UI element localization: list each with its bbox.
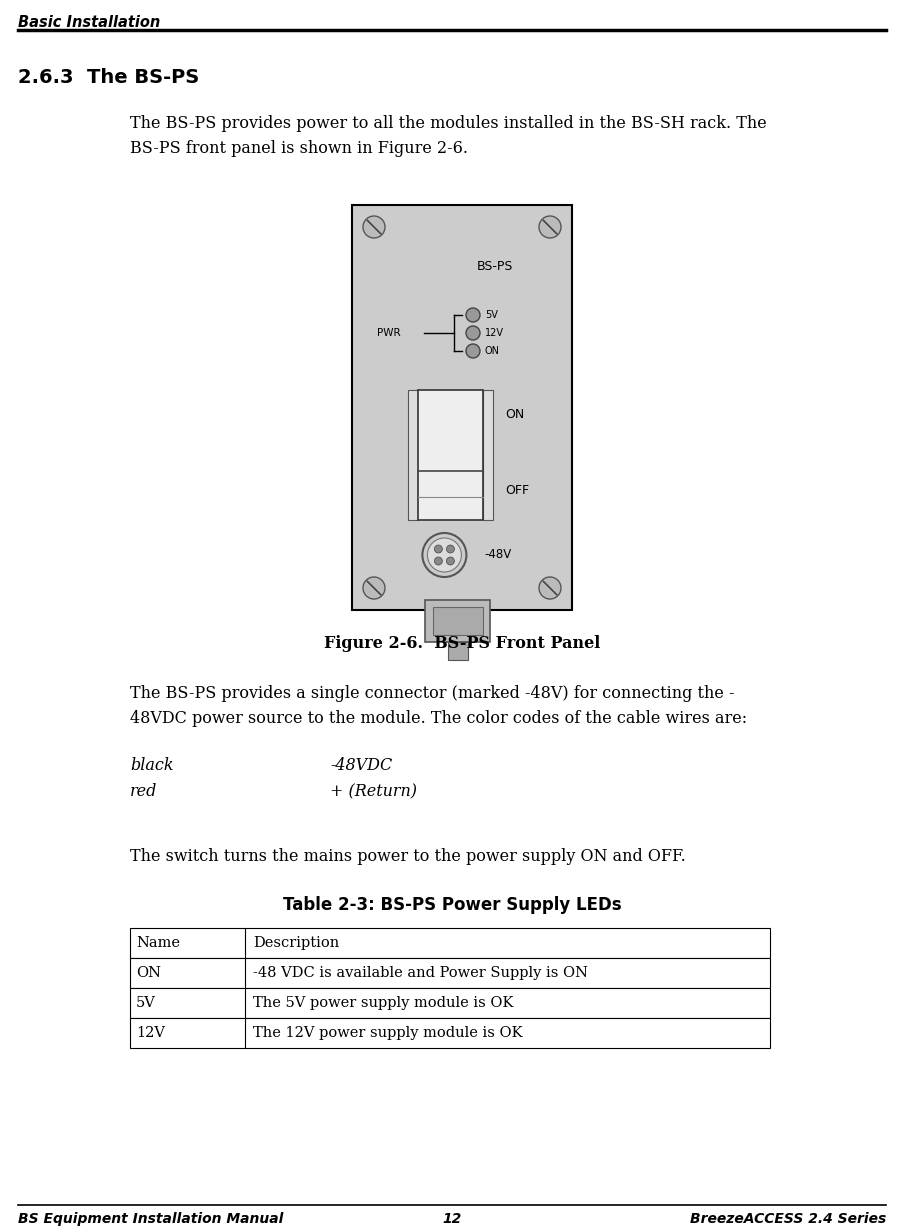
Text: The 12V power supply module is OK: The 12V power supply module is OK — [253, 1026, 522, 1040]
Text: The switch turns the mains power to the power supply ON and OFF.: The switch turns the mains power to the … — [130, 848, 685, 865]
Circle shape — [538, 216, 561, 238]
Bar — [130, 928, 769, 958]
Bar — [424, 600, 489, 642]
Text: ON: ON — [505, 409, 524, 421]
Bar — [351, 205, 572, 610]
Text: BS-PS: BS-PS — [476, 260, 513, 274]
Circle shape — [446, 557, 454, 565]
Text: 2.6.3  The BS-PS: 2.6.3 The BS-PS — [18, 68, 199, 87]
Text: 5V: 5V — [485, 310, 498, 320]
Bar — [433, 607, 482, 634]
Circle shape — [446, 545, 454, 553]
Text: 12: 12 — [442, 1212, 461, 1226]
Circle shape — [465, 308, 479, 322]
Text: Basic Installation: Basic Installation — [18, 15, 160, 30]
Text: The BS-PS provides power to all the modules installed in the BS-SH rack. The: The BS-PS provides power to all the modu… — [130, 115, 766, 132]
Bar — [447, 642, 467, 660]
Text: PWR: PWR — [377, 328, 400, 338]
Circle shape — [422, 533, 466, 577]
Text: The 5V power supply module is OK: The 5V power supply module is OK — [253, 995, 513, 1010]
Bar — [483, 391, 493, 520]
Bar — [418, 391, 483, 520]
Text: + (Return): + (Return) — [330, 784, 416, 800]
Text: black: black — [130, 756, 173, 774]
Text: 12V: 12V — [485, 328, 504, 338]
Circle shape — [465, 344, 479, 359]
Text: Name: Name — [135, 936, 180, 950]
Text: -48VDC: -48VDC — [330, 756, 392, 774]
Circle shape — [363, 216, 385, 238]
Text: -48V: -48V — [484, 548, 511, 562]
Circle shape — [363, 577, 385, 599]
Text: Description: Description — [253, 936, 339, 950]
Circle shape — [465, 326, 479, 340]
Text: 48VDC power source to the module. The color codes of the cable wires are:: 48VDC power source to the module. The co… — [130, 710, 746, 727]
Bar — [130, 1018, 769, 1048]
Text: Figure 2-6.  BS-PS Front Panel: Figure 2-6. BS-PS Front Panel — [323, 634, 600, 652]
Bar — [408, 391, 418, 520]
Text: OFF: OFF — [505, 483, 529, 496]
Text: The BS-PS provides a single connector (marked -48V) for connecting the -: The BS-PS provides a single connector (m… — [130, 685, 734, 702]
Text: BS Equipment Installation Manual: BS Equipment Installation Manual — [18, 1212, 283, 1226]
Text: 12V: 12V — [135, 1026, 165, 1040]
Text: BreezeACCESS 2.4 Series: BreezeACCESS 2.4 Series — [689, 1212, 885, 1226]
Text: red: red — [130, 784, 157, 800]
Text: Table 2-3: BS-PS Power Supply LEDs: Table 2-3: BS-PS Power Supply LEDs — [283, 896, 620, 914]
Bar — [130, 958, 769, 988]
Text: ON: ON — [135, 966, 161, 979]
Bar — [130, 988, 769, 1018]
Text: BS-PS front panel is shown in Figure 2-6.: BS-PS front panel is shown in Figure 2-6… — [130, 140, 468, 156]
Text: -48 VDC is available and Power Supply is ON: -48 VDC is available and Power Supply is… — [253, 966, 587, 979]
Text: ON: ON — [485, 346, 499, 356]
Text: 5V: 5V — [135, 995, 155, 1010]
Circle shape — [427, 538, 461, 572]
Circle shape — [434, 545, 442, 553]
Circle shape — [538, 577, 561, 599]
Circle shape — [434, 557, 442, 565]
